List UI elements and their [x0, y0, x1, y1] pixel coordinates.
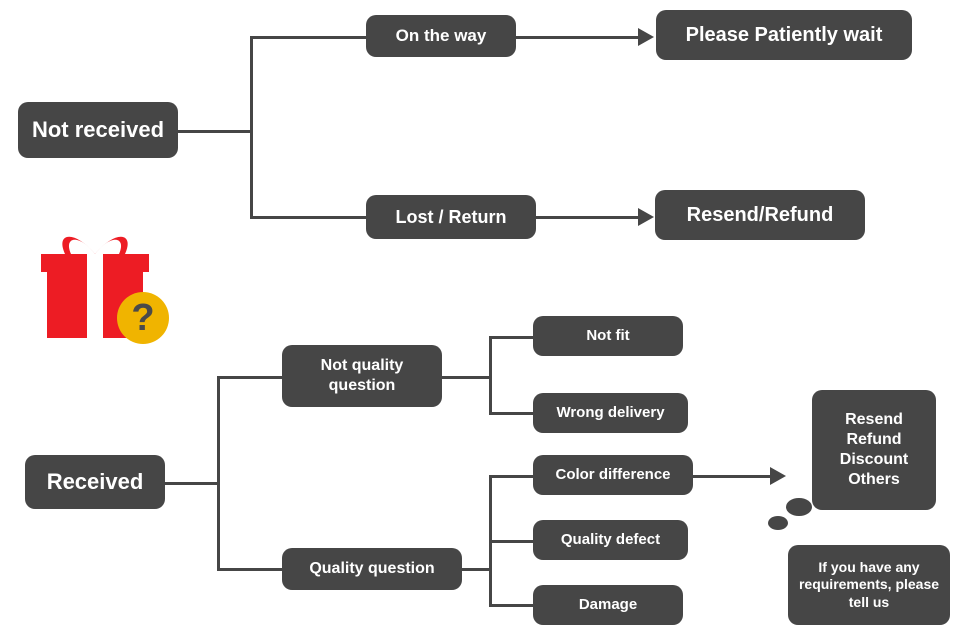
node-on-the-way: On the way — [366, 15, 516, 57]
node-label: Quality defect — [561, 531, 660, 550]
node-quality: Quality question — [282, 548, 462, 590]
node-label: Resend Refund Discount Others — [840, 410, 908, 490]
node-damage: Damage — [533, 585, 683, 625]
node-label: Not received — [32, 116, 164, 144]
node-options: Resend Refund Discount Others — [812, 390, 936, 510]
node-label: Damage — [579, 596, 637, 615]
node-lost-return: Lost / Return — [366, 195, 536, 239]
node-label: Wrong delivery — [556, 404, 664, 423]
node-label: On the way — [396, 25, 487, 46]
node-not-fit: Not fit — [533, 316, 683, 356]
node-wrong-delivery: Wrong delivery — [533, 393, 688, 433]
node-received: Received — [25, 455, 165, 509]
node-resend-refund: Resend/Refund — [655, 190, 865, 240]
node-label: Quality question — [309, 559, 434, 579]
node-requirements: If you have any requirements, please tel… — [788, 545, 950, 625]
node-patiently-wait: Please Patiently wait — [656, 10, 912, 60]
node-not-quality: Not quality question — [282, 345, 442, 407]
svg-text:?: ? — [131, 297, 154, 339]
node-quality-defect: Quality defect — [533, 520, 688, 560]
node-label: If you have any requirements, please tel… — [798, 559, 940, 612]
node-label: Please Patiently wait — [686, 23, 883, 48]
node-label: Not fit — [586, 327, 629, 346]
gift-icon: ? — [35, 220, 175, 355]
node-label: Color difference — [555, 466, 670, 485]
node-label: Received — [47, 468, 144, 496]
node-label: Resend/Refund — [687, 203, 834, 228]
node-not-received: Not received — [18, 102, 178, 158]
node-label: Not quality question — [292, 356, 432, 396]
node-label: Lost / Return — [396, 206, 507, 229]
node-color-difference: Color difference — [533, 455, 693, 495]
